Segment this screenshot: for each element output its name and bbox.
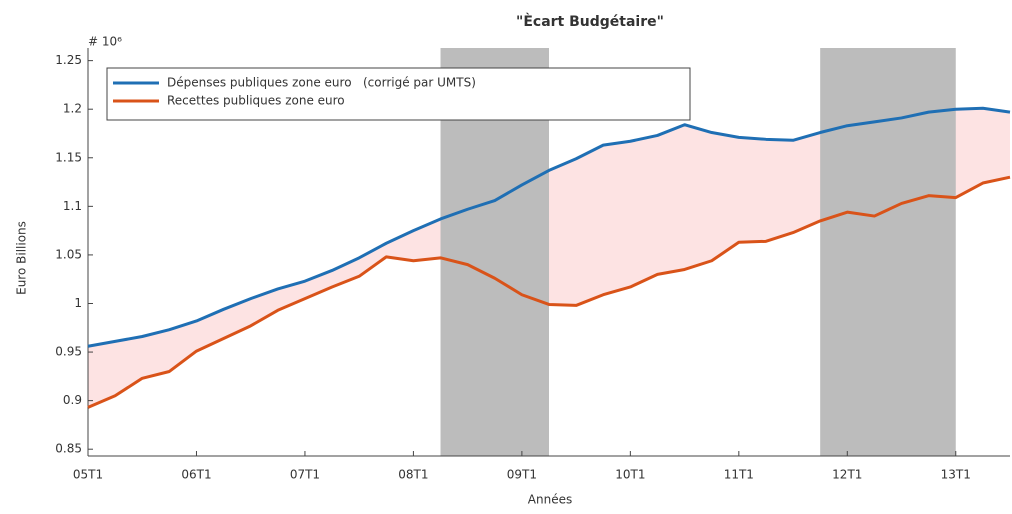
legend-label: Recettes publiques zone euro — [167, 94, 345, 108]
x-tick-label: 07T1 — [290, 468, 320, 482]
y-tick-label: 1.1 — [63, 199, 82, 213]
x-tick-label: 10T1 — [615, 468, 645, 482]
y-tick-label: 1 — [74, 296, 82, 310]
series-line — [87, 175, 1011, 409]
y-multiplier: # 10⁶ — [88, 35, 122, 49]
y-tick-label: 0.9 — [63, 393, 82, 407]
x-tick-label: 13T1 — [941, 468, 971, 482]
x-tick-label: 08T1 — [398, 468, 428, 482]
y-tick-label: 1.2 — [63, 102, 82, 116]
x-tick-label: 09T1 — [507, 468, 537, 482]
y-axis-label: Euro Billions — [15, 221, 29, 295]
y-tick-label: 1.25 — [55, 53, 82, 67]
series-line — [87, 106, 1011, 348]
chart-title: "Ècart Budgétaire" — [516, 13, 664, 30]
y-tick-label: 1.15 — [55, 150, 82, 164]
x-axis-label: Années — [528, 493, 572, 507]
legend-label: Dépenses publiques zone euro (corrigé pa… — [167, 76, 476, 90]
y-tick-label: 0.95 — [55, 345, 82, 359]
x-tick-label: 06T1 — [181, 468, 211, 482]
x-tick-label: 12T1 — [832, 468, 862, 482]
legend-box — [106, 67, 691, 121]
x-tick-label: 11T1 — [724, 468, 754, 482]
y-tick-label: 0.85 — [55, 442, 82, 456]
shaded-period — [820, 48, 956, 456]
x-tick-label: 05T1 — [73, 468, 103, 482]
y-tick-label: 1.05 — [55, 247, 82, 261]
